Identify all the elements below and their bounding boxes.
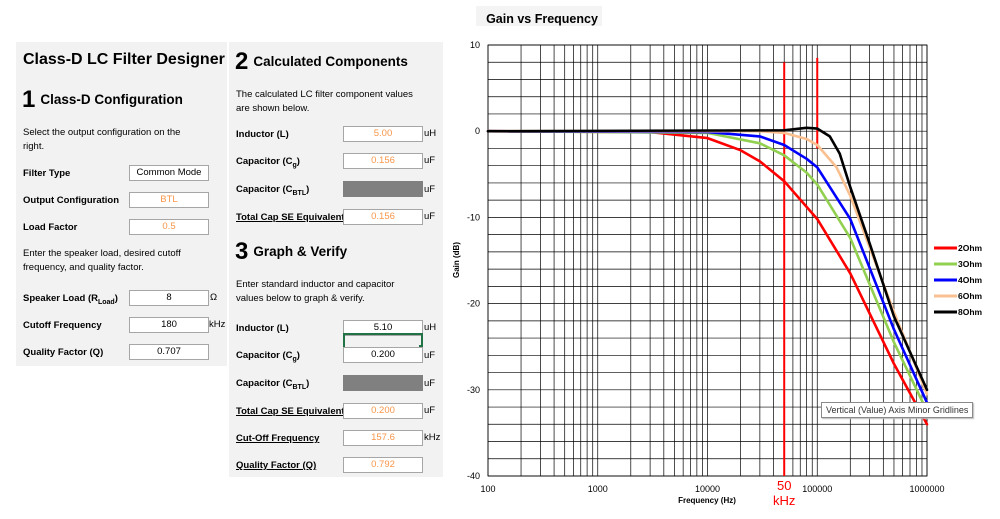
plot-area-border [487,44,928,477]
y-tick-label: -10 [467,212,480,222]
speaker-load-unit: Ω [210,292,218,303]
section1-intro: Select the output configuration on the ri… [23,127,181,152]
x-tick-label: 10000 [695,484,720,494]
calc-cap-g-label: Capacitor (Cg) [236,156,300,169]
x-tick-label: 100 [480,484,495,494]
verify-q-label: Quality Factor (Q) [236,460,317,471]
marker-label-value: 50 [777,478,791,493]
section3-heading: 3 Graph & Verify [235,238,347,266]
chart-tooltip: Vertical (Value) Axis Minor Gridlines [821,402,974,418]
legend-label: 4Ohm [958,275,983,285]
calc-total-cap-unit: uF [424,211,436,222]
app-title: Class-D LC Filter Designer [23,51,225,68]
series-line-2ohm[interactable] [486,129,929,426]
output-config-select[interactable]: BTL [129,192,209,208]
section2-number: 2 [235,48,249,75]
legend-label: 6Ohm [958,291,983,301]
calc-inductor-label: Inductor (L) [236,129,289,140]
output-config-label: Output Configuration [23,195,120,206]
x-tick-label: 1000000 [909,484,944,494]
quality-factor-input[interactable]: 0.707 [129,344,209,360]
y-tick-label: -30 [467,385,480,395]
cutoff-frequency-unit: kHz [209,319,226,330]
x-tick-label: 100000 [802,484,832,494]
calc-cap-btl-value [343,181,423,197]
section1-number: 1 [22,86,36,113]
y-tick-label: -40 [467,471,480,481]
calc-total-cap-value: 0.156 [343,209,423,225]
x-tick-label: 1000 [588,484,608,494]
chart-title: Gain vs Frequency [486,12,598,26]
verify-cap-g-label: Capacitor (Cg) [236,350,300,363]
verify-inductor-unit: uH [424,322,437,333]
series-line-3ohm[interactable] [486,129,929,413]
calc-cap-btl-unit: uF [424,184,436,195]
verify-cap-g-input[interactable]: 0.200 [343,347,423,363]
section2-intro: The calculated LC filter component value… [236,89,413,114]
calc-total-cap-label: Total Cap SE Equivalent [236,212,345,223]
verify-inductor-input[interactable]: 5.10 [343,320,423,336]
section3-number: 3 [235,238,249,265]
verify-cutoff-value: 157.6 [343,430,423,446]
calc-cap-btl-label: Capacitor (CBTL) [236,184,310,197]
load-factor-value: 0.5 [129,219,209,235]
verify-cap-g-unit: uF [424,350,436,361]
speaker-load-input[interactable]: 8 [129,290,209,306]
section1-heading: 1 Class-D Configuration [22,86,183,114]
verify-cutoff-label: Cut-Off Frequency [236,433,320,444]
legend-label: 2Ohm [958,243,983,253]
cutoff-frequency-label: Cutoff Frequency [23,320,102,331]
cutoff-frequency-input[interactable]: 180 [129,317,209,333]
section1-note: Enter the speaker load, desired cutoff fr… [23,248,181,273]
marker-label-unit: kHz [773,493,795,508]
verify-cap-btl-unit: uF [424,378,436,389]
section3-intro: Enter standard inductor and capacitor val… [236,279,395,304]
chart-title-background [476,6,602,26]
verify-cutoff-unit: kHz [424,432,441,443]
legend-label: 3Ohm [958,259,983,269]
quality-factor-label: Quality Factor (Q) [23,347,104,358]
verify-q-value: 0.792 [343,457,423,473]
section2-title: Calculated Components [253,54,408,69]
calc-cap-g-value: 0.156 [343,153,423,169]
verify-total-cap-unit: uF [424,405,436,416]
filter-type-select[interactable]: Common Mode [129,165,209,181]
section1-title: Class-D Configuration [40,92,183,107]
calc-inductor-unit: uH [424,128,437,139]
section3-title: Graph & Verify [253,244,348,259]
verify-cap-btl-input[interactable] [343,375,423,391]
legend-label: 8Ohm [958,307,983,317]
y-axis-label: Gain (dB) [452,242,461,278]
x-axis-label: Frequency (Hz) [678,496,736,505]
verify-cap-btl-label: Capacitor (CBTL) [236,378,310,391]
series-line-4ohm[interactable] [486,129,929,405]
verify-inductor-label: Inductor (L) [236,323,289,334]
load-factor-label: Load Factor [23,222,78,233]
section2-heading: 2 Calculated Components [235,48,408,76]
y-tick-label: 0 [475,126,480,136]
y-tick-label: 10 [470,40,480,50]
calc-cap-g-unit: uF [424,155,436,166]
speaker-load-label: Speaker Load (RLoad) [23,293,118,306]
verify-total-cap-label: Total Cap SE Equivalent [236,406,345,417]
chart-legend: 2Ohm 3Ohm 4Ohm 6Ohm 8Ohm [934,243,983,317]
series-line-8ohm[interactable] [486,126,929,392]
filter-type-label: Filter Type [23,168,71,179]
calc-inductor-value: 5.00 [343,126,423,142]
y-tick-label: -20 [467,299,480,309]
verify-total-cap-value: 0.200 [343,403,423,419]
